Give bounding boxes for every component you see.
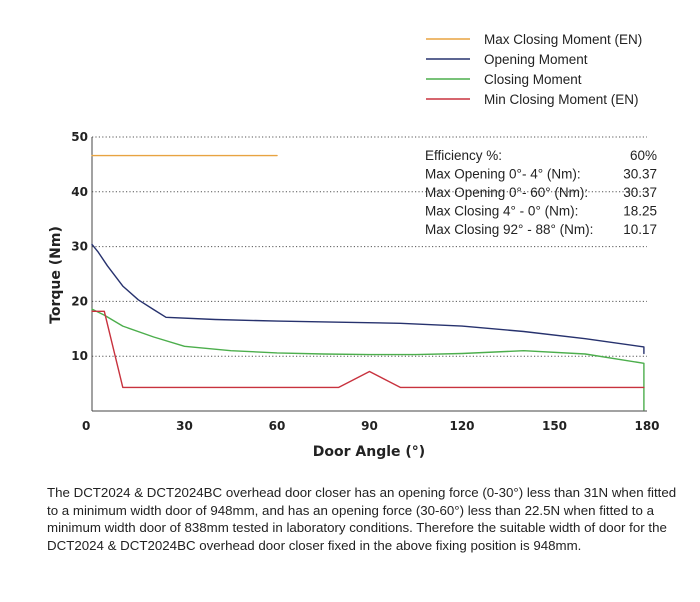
y-axis-title: Torque (Nm) — [48, 226, 64, 324]
info-label: Max Closing 92° - 88° (Nm): — [425, 222, 593, 237]
x-tick-label: 180 — [634, 419, 659, 433]
legend-label: Opening Moment — [484, 52, 588, 67]
info-value: 30.37 — [623, 185, 657, 200]
x-tick-label: 30 — [176, 419, 193, 433]
x-tick-label: 120 — [449, 419, 474, 433]
x-tick-labels: 0 30 60 90 120 150 180 — [82, 419, 660, 433]
info-label: Efficiency %: — [425, 148, 502, 163]
x-tick-label: 60 — [269, 419, 286, 433]
legend-label: Min Closing Moment (EN) — [484, 92, 639, 107]
y-tick-label: 20 — [71, 294, 88, 308]
info-value: 60% — [630, 148, 657, 163]
caption-text: The DCT2024 & DCT2024BC overhead door cl… — [47, 485, 677, 553]
x-axis-title: Door Angle (°) — [313, 444, 425, 460]
x-tick-label: 0 — [82, 419, 90, 433]
info-value: 10.17 — [623, 222, 657, 237]
series-line-4 — [91, 310, 645, 389]
x-tick-label: 90 — [361, 419, 378, 433]
info-box: Efficiency %: 60% Max Opening 0°- 4° (Nm):… — [425, 148, 657, 237]
info-label: Max Opening 0°- 4° (Nm): — [425, 167, 581, 182]
x-tick-label: 150 — [542, 419, 567, 433]
legend-label: Closing Moment — [484, 72, 582, 87]
info-value: 18.25 — [623, 204, 657, 219]
info-label: Max Opening 0°- 60° (Nm): — [425, 185, 588, 200]
y-tick-labels: 10 20 30 40 50 — [71, 130, 88, 363]
series-line-3 — [91, 308, 645, 411]
series-lines — [91, 154, 645, 411]
y-tick-label: 50 — [71, 130, 88, 144]
series-line-2 — [91, 243, 645, 355]
y-tick-label: 30 — [71, 240, 88, 254]
info-value: 30.37 — [623, 167, 657, 182]
legend-label: Max Closing Moment (EN) — [484, 32, 642, 47]
axes — [91, 137, 647, 412]
legend: Max Closing Moment (EN) Opening Moment Clo… — [426, 32, 642, 107]
y-tick-label: 40 — [71, 185, 88, 199]
torque-chart: Max Closing Moment (EN) Opening Moment Clo… — [48, 32, 660, 460]
info-label: Max Closing 4° - 0° (Nm): — [425, 204, 578, 219]
y-tick-label: 10 — [71, 349, 88, 363]
grid-lines — [92, 136, 647, 357]
